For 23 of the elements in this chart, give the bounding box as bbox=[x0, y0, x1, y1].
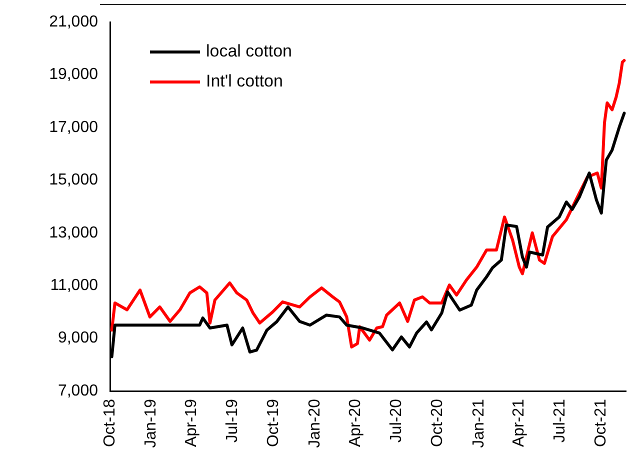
x-tick-label: Oct-21 bbox=[592, 398, 610, 448]
x-tick-label: Apr-19 bbox=[183, 398, 200, 448]
y-tick-label: 21,000 bbox=[49, 13, 98, 30]
x-tick-label: Jan-19 bbox=[142, 398, 160, 448]
x-tick-label: Jul-20 bbox=[388, 398, 405, 443]
x-tick-label: Oct-19 bbox=[265, 398, 282, 448]
x-tick-label: Jan-21 bbox=[470, 398, 488, 448]
y-tick-label: 13,000 bbox=[49, 224, 98, 242]
legend-label: Int'l cotton bbox=[206, 72, 283, 91]
y-tick-label: 9,000 bbox=[58, 330, 98, 347]
x-tick-label: Jul-19 bbox=[224, 398, 241, 443]
x-tick-label: Jan-20 bbox=[306, 398, 324, 448]
y-tick-label: 19,000 bbox=[49, 66, 98, 84]
x-tick-label: Apr-20 bbox=[347, 398, 364, 448]
x-tick-label: Jul-21 bbox=[552, 398, 569, 443]
x-tick-label: Oct-18 bbox=[101, 398, 118, 448]
y-tick-label: 7,000 bbox=[58, 382, 98, 400]
y-tick-label: 17,000 bbox=[49, 118, 98, 136]
y-tick-label: 15,000 bbox=[49, 172, 98, 189]
legend-label: local cotton bbox=[206, 42, 292, 61]
y-tick-label: 11,000 bbox=[50, 276, 98, 294]
x-tick-label: Apr-21 bbox=[510, 398, 528, 448]
x-tick-label: Oct-20 bbox=[429, 398, 446, 448]
